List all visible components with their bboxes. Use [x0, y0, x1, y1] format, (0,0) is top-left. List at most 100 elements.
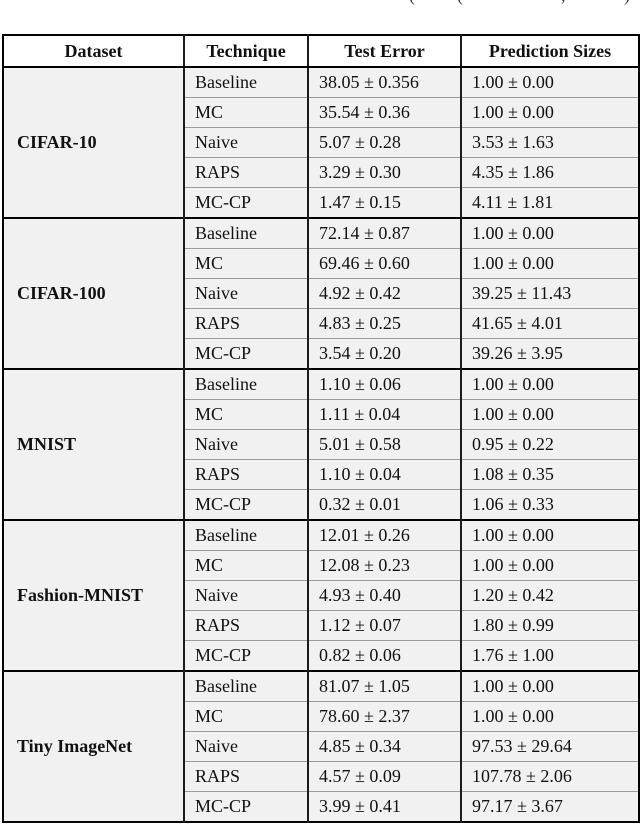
table-row: CIFAR-100 Baseline 72.14 ± 0.87 1.00 ± 0.00	[3, 217, 639, 369]
table-row: RAPS 1.12 ± 0.07 1.80 ± 0.99	[3, 610, 639, 641]
table-row: MC 35.54 ± 0.36 1.00 ± 0.00	[3, 97, 639, 128]
technique-cell: RAPS	[183, 459, 308, 490]
table-row: MC-CP 3.54 ± 0.20 39.26 ± 3.95	[3, 338, 639, 369]
test-error-cell: 4.85 ± 0.34	[307, 731, 461, 762]
cropped-caption-fragment: (	[457, 0, 463, 4]
table-row: MC-CP 0.32 ± 0.01 1.06 ± 0.33	[3, 489, 639, 520]
test-error-cell: 1.10 ± 0.06	[307, 368, 461, 400]
prediction-size-cell: 1.20 ± 0.42	[460, 580, 639, 611]
prediction-size-cell: 1.00 ± 0.00	[460, 97, 639, 128]
technique-cell: Naive	[183, 580, 308, 611]
prediction-size-cell: 4.35 ± 1.86	[460, 157, 639, 188]
prediction-size-cell: 4.11 ± 1.81	[460, 187, 639, 218]
table-row: Naive 5.07 ± 0.28 3.53 ± 1.63	[3, 127, 639, 158]
column-header-dataset: Dataset	[3, 35, 184, 68]
prediction-size-cell: 1.76 ± 1.00	[460, 640, 639, 671]
dataset-cell: Fashion-MNIST	[3, 519, 184, 671]
header-row: Dataset Technique Test Error Prediction …	[3, 35, 639, 68]
column-header-test-error: Test Error	[307, 35, 461, 68]
test-error-cell: 4.83 ± 0.25	[307, 308, 461, 339]
table-row: MC 12.08 ± 0.23 1.00 ± 0.00	[3, 550, 639, 581]
test-error-cell: 78.60 ± 2.37	[307, 701, 461, 732]
technique-cell: RAPS	[183, 610, 308, 641]
technique-cell: MC	[183, 399, 308, 430]
test-error-cell: 4.93 ± 0.40	[307, 580, 461, 611]
prediction-size-cell: 1.00 ± 0.00	[460, 519, 639, 551]
test-error-cell: 81.07 ± 1.05	[307, 670, 461, 702]
technique-cell: MC-CP	[183, 640, 308, 671]
table-row: MC 1.11 ± 0.04 1.00 ± 0.00	[3, 399, 639, 430]
cropped-caption-fragment: (	[409, 0, 415, 4]
prediction-size-cell: 1.00 ± 0.00	[460, 399, 639, 430]
table-row: MNIST Baseline 1.10 ± 0.06 1.00 ± 0.00	[3, 368, 639, 520]
technique-cell: Naive	[183, 429, 308, 460]
table-row: MC 78.60 ± 2.37 1.00 ± 0.00	[3, 701, 639, 732]
technique-cell: Baseline	[183, 217, 308, 249]
column-header-prediction-sizes: Prediction Sizes	[460, 35, 639, 68]
prediction-size-cell: 97.17 ± 3.67	[460, 791, 639, 822]
technique-cell: Naive	[183, 127, 308, 158]
table-row: MC-CP 0.82 ± 0.06 1.76 ± 1.00	[3, 640, 639, 671]
prediction-size-cell: 1.00 ± 0.00	[460, 217, 639, 249]
dataset-cell: Tiny ImageNet	[3, 670, 184, 822]
prediction-size-cell: 1.00 ± 0.00	[460, 670, 639, 702]
table-header: Dataset Technique Test Error Prediction …	[3, 35, 639, 68]
technique-cell: MC-CP	[183, 187, 308, 218]
table-row: Naive 4.85 ± 0.34 97.53 ± 29.64	[3, 731, 639, 762]
test-error-cell: 5.07 ± 0.28	[307, 127, 461, 158]
table-row: Naive 4.92 ± 0.42 39.25 ± 11.43	[3, 278, 639, 309]
table-row: Tiny ImageNet Baseline 81.07 ± 1.05 1.00 ± …	[3, 670, 639, 822]
prediction-size-cell: 1.08 ± 0.35	[460, 459, 639, 490]
test-error-cell: 1.12 ± 0.07	[307, 610, 461, 641]
technique-cell: MC-CP	[183, 338, 308, 369]
technique-cell: MC	[183, 701, 308, 732]
prediction-size-cell: 1.00 ± 0.00	[460, 701, 639, 732]
test-error-cell: 12.08 ± 0.23	[307, 550, 461, 581]
prediction-size-cell: 1.00 ± 0.00	[460, 550, 639, 581]
cropped-caption-fragment: )	[624, 0, 630, 4]
technique-cell: Naive	[183, 731, 308, 762]
test-error-cell: 38.05 ± 0.356	[307, 66, 461, 98]
prediction-size-cell: 1.80 ± 0.99	[460, 610, 639, 641]
test-error-cell: 1.47 ± 0.15	[307, 187, 461, 218]
test-error-cell: 5.01 ± 0.58	[307, 429, 461, 460]
table-row: Naive 4.93 ± 0.40 1.20 ± 0.42	[3, 580, 639, 611]
prediction-size-cell: 39.26 ± 3.95	[460, 338, 639, 369]
test-error-cell: 12.01 ± 0.26	[307, 519, 461, 551]
table-row: CIFAR-10 Baseline 38.05 ± 0.356 1.00 ± 0.00	[3, 66, 639, 218]
column-header-technique: Technique	[183, 35, 308, 68]
test-error-cell: 1.11 ± 0.04	[307, 399, 461, 430]
technique-cell: RAPS	[183, 308, 308, 339]
table-row: MC-CP 1.47 ± 0.15 4.11 ± 1.81	[3, 187, 639, 218]
technique-cell: Naive	[183, 278, 308, 309]
table-row: Naive 5.01 ± 0.58 0.95 ± 0.22	[3, 429, 639, 460]
test-error-cell: 3.54 ± 0.20	[307, 338, 461, 369]
technique-cell: Baseline	[183, 519, 308, 551]
table-row: MC-CP 3.99 ± 0.41 97.17 ± 3.67	[3, 791, 639, 822]
dataset-cell: CIFAR-10	[3, 66, 184, 218]
table-row: RAPS 4.57 ± 0.09 107.78 ± 2.06	[3, 761, 639, 792]
test-error-cell: 3.99 ± 0.41	[307, 791, 461, 822]
prediction-size-cell: 39.25 ± 11.43	[460, 278, 639, 309]
cropped-caption-fragment: ,	[561, 0, 566, 4]
table-body: CIFAR-10 Baseline 38.05 ± 0.356 1.00 ± 0.00…	[3, 66, 639, 822]
technique-cell: RAPS	[183, 157, 308, 188]
test-error-cell: 3.29 ± 0.30	[307, 157, 461, 188]
prediction-size-cell: 1.00 ± 0.00	[460, 368, 639, 400]
test-error-cell: 69.46 ± 0.60	[307, 248, 461, 279]
table-row: RAPS 3.29 ± 0.30 4.35 ± 1.86	[3, 157, 639, 188]
technique-cell: Baseline	[183, 368, 308, 400]
test-error-cell: 72.14 ± 0.87	[307, 217, 461, 249]
table-row: Fashion-MNIST Baseline 12.01 ± 0.26 1.00 ± …	[3, 519, 639, 671]
prediction-size-cell: 3.53 ± 1.63	[460, 127, 639, 158]
technique-cell: MC	[183, 248, 308, 279]
technique-cell: MC	[183, 550, 308, 581]
prediction-size-cell: 41.65 ± 4.01	[460, 308, 639, 339]
results-table: Dataset Technique Test Error Prediction …	[2, 34, 640, 823]
technique-cell: RAPS	[183, 761, 308, 792]
prediction-size-cell: 0.95 ± 0.22	[460, 429, 639, 460]
technique-cell: MC-CP	[183, 489, 308, 520]
prediction-size-cell: 1.06 ± 0.33	[460, 489, 639, 520]
technique-cell: MC-CP	[183, 791, 308, 822]
